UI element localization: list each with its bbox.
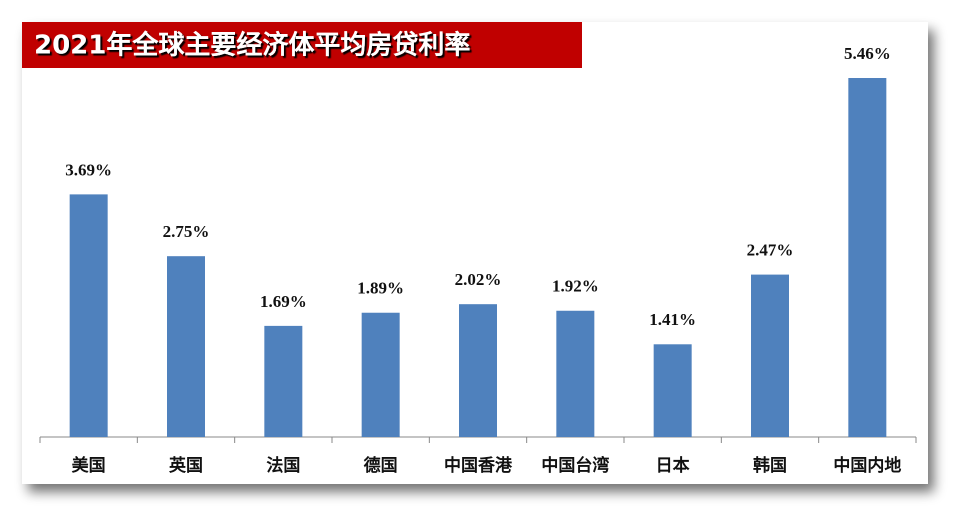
bar	[69, 194, 108, 437]
x-tick-label: 法国	[266, 455, 300, 476]
bar	[751, 274, 789, 437]
value-label: 2.75%	[163, 222, 210, 241]
x-tick-label: 英国	[169, 455, 203, 476]
bar	[848, 78, 887, 437]
bar	[556, 310, 595, 437]
value-label: 1.89%	[357, 279, 404, 298]
value-label: 2.47%	[747, 241, 794, 260]
value-label: 1.92%	[552, 277, 599, 296]
bar	[459, 304, 497, 437]
x-tick-label: 日本	[656, 455, 690, 476]
x-tick-label: 韩国	[753, 455, 787, 476]
bar	[264, 325, 303, 437]
x-tick-label: 中国台湾	[541, 455, 609, 476]
x-tick-label: 中国香港	[444, 455, 513, 476]
x-tick-label: 中国内地	[833, 455, 901, 476]
bar	[653, 344, 692, 437]
bar	[167, 256, 205, 437]
value-label: 2.02%	[455, 270, 502, 289]
bar	[361, 312, 400, 437]
x-tick-label: 美国	[72, 455, 106, 476]
value-label: 1.69%	[260, 292, 307, 311]
x-tick-label: 德国	[364, 455, 398, 476]
value-label: 3.69%	[65, 160, 112, 179]
chart-title: 2021年全球主要经济体平均房贷利率	[34, 30, 470, 61]
value-label: 5.46%	[844, 44, 891, 63]
title-box	[22, 22, 582, 68]
plot: 美国 3.69% 英国 2.75% 法国 1.69% 德国 1.89% 中国香港 2.02% 中国台…	[39, 44, 917, 476]
value-label: 1.41%	[649, 310, 696, 329]
